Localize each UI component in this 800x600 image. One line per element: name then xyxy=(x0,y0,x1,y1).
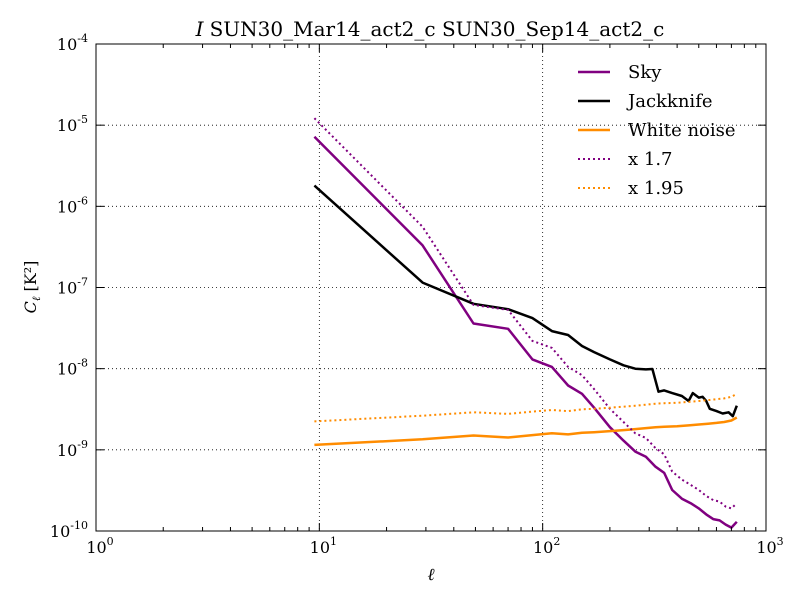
chart-title: I SUN30_Mar14_act2_c SUN30_Sep14_act2_c xyxy=(195,17,665,41)
y-tick-label: 10-8 xyxy=(57,357,88,379)
x-tick-label: 100 xyxy=(86,535,113,557)
legend-label: Jackknife xyxy=(626,91,713,112)
series-line-jackknife xyxy=(313,184,738,418)
legend-label: White noise xyxy=(628,120,736,141)
y-tick-label: 10-6 xyxy=(57,194,88,216)
x-tick-label: 101 xyxy=(310,535,337,557)
legend-label: x 1.95 xyxy=(628,178,684,199)
y-tick-label: 10-4 xyxy=(57,32,88,54)
x-axis-label: ℓ xyxy=(427,565,434,585)
series-line-white-noise xyxy=(314,416,738,447)
legend-label: Sky xyxy=(628,62,662,83)
y-tick-label: 10-7 xyxy=(57,276,88,298)
legend-label: x 1.7 xyxy=(628,149,673,170)
legend: Sky Jackknife White noise x 1.7 x 1.95 xyxy=(578,62,736,199)
x-tick-label: 103 xyxy=(756,535,783,557)
y-axis-label: Cℓ[K²] xyxy=(21,261,43,314)
y-tick-label: 10-5 xyxy=(57,113,88,135)
series-line-sky xyxy=(313,135,738,529)
x-tick-label: 102 xyxy=(533,535,560,557)
y-tick-label: 10-9 xyxy=(57,438,88,460)
svg-text:Cℓ[K²]: Cℓ[K²] xyxy=(21,261,43,314)
tick-labels: 100 101 102 103 10-10 10-9 10-8 10-7 10-6 10-5 10-… xyxy=(50,32,784,557)
series-line-x-1-7 xyxy=(313,117,738,510)
series-line-x-1-95 xyxy=(314,392,738,423)
y-tick-label: 10-10 xyxy=(50,519,88,541)
ticks xyxy=(95,43,767,532)
series-layer xyxy=(313,117,738,529)
